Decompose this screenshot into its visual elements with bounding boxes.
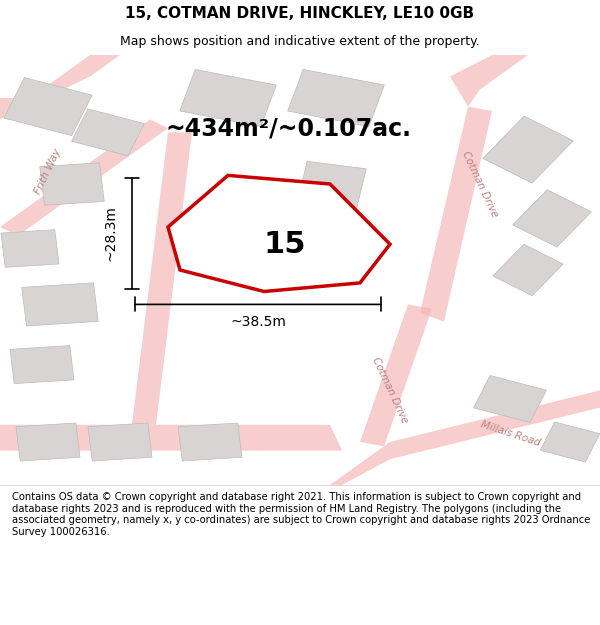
Text: Millais Road: Millais Road bbox=[479, 419, 541, 447]
Polygon shape bbox=[483, 116, 573, 183]
Polygon shape bbox=[4, 78, 92, 136]
Polygon shape bbox=[293, 161, 367, 224]
Text: ~28.3m: ~28.3m bbox=[104, 206, 118, 261]
Text: ~434m²/~0.107ac.: ~434m²/~0.107ac. bbox=[165, 116, 411, 140]
Polygon shape bbox=[10, 346, 74, 384]
Polygon shape bbox=[360, 304, 432, 446]
Polygon shape bbox=[88, 423, 152, 461]
Polygon shape bbox=[214, 234, 266, 280]
Polygon shape bbox=[22, 283, 98, 326]
Polygon shape bbox=[0, 55, 120, 119]
Text: Contains OS data © Crown copyright and database right 2021. This information is : Contains OS data © Crown copyright and d… bbox=[12, 492, 590, 537]
Polygon shape bbox=[179, 69, 277, 126]
Text: Cotman Drive: Cotman Drive bbox=[460, 149, 500, 219]
Polygon shape bbox=[16, 423, 80, 461]
Text: Cotman Drive: Cotman Drive bbox=[370, 356, 410, 425]
Polygon shape bbox=[71, 109, 145, 156]
Polygon shape bbox=[40, 163, 104, 205]
Text: ~38.5m: ~38.5m bbox=[230, 314, 286, 329]
Text: Frith Way: Frith Way bbox=[33, 147, 63, 196]
Polygon shape bbox=[287, 69, 385, 126]
Polygon shape bbox=[493, 244, 563, 296]
Text: Map shows position and indicative extent of the property.: Map shows position and indicative extent… bbox=[120, 35, 480, 48]
Polygon shape bbox=[540, 422, 600, 462]
Polygon shape bbox=[0, 425, 342, 451]
Polygon shape bbox=[450, 55, 528, 107]
Text: 15, COTMAN DRIVE, HINCKLEY, LE10 0GB: 15, COTMAN DRIVE, HINCKLEY, LE10 0GB bbox=[125, 6, 475, 21]
Text: 15: 15 bbox=[264, 230, 306, 259]
Polygon shape bbox=[178, 423, 242, 461]
Polygon shape bbox=[473, 376, 547, 423]
Polygon shape bbox=[0, 119, 168, 236]
Polygon shape bbox=[132, 132, 192, 425]
Polygon shape bbox=[1, 229, 59, 268]
Polygon shape bbox=[168, 176, 390, 291]
Polygon shape bbox=[512, 190, 592, 247]
Polygon shape bbox=[330, 391, 600, 485]
Polygon shape bbox=[420, 107, 492, 322]
